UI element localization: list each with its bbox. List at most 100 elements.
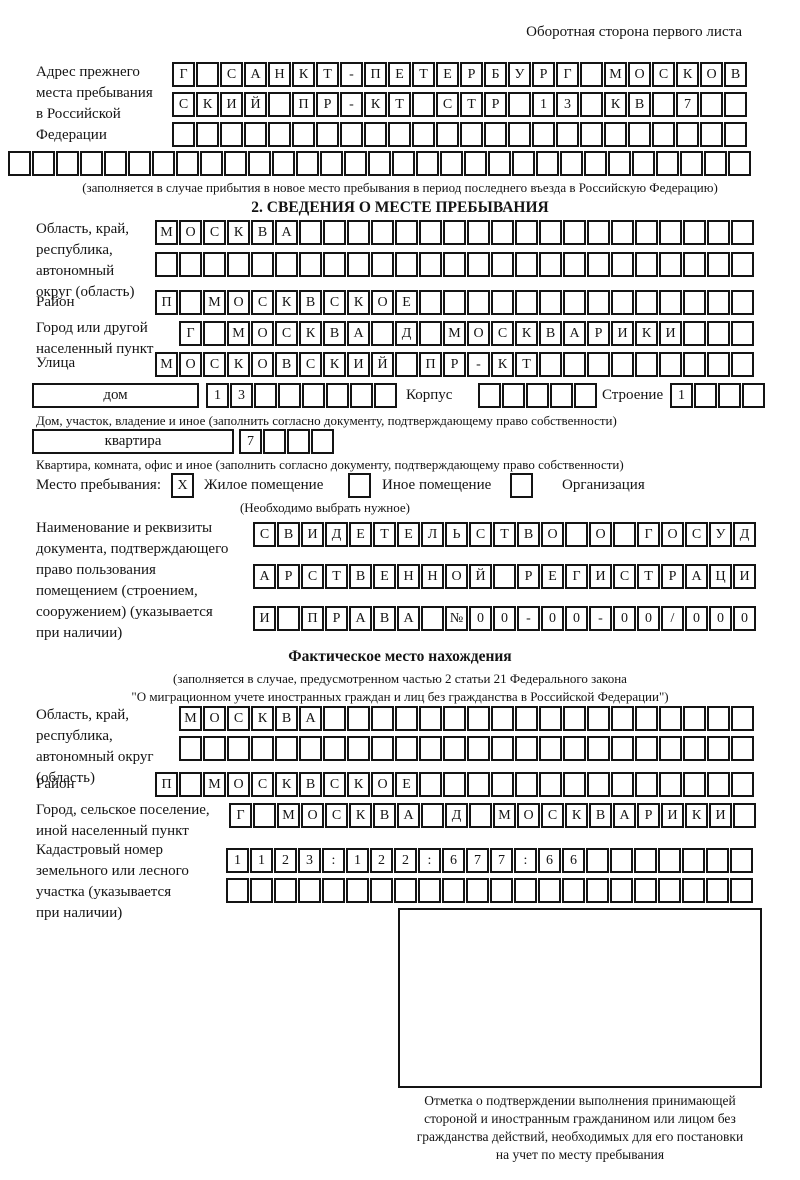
char-box: [706, 848, 729, 873]
char-box: [610, 848, 633, 873]
apartment-note: Квартира, комната, офис и иное (заполнит…: [36, 457, 624, 472]
char-box: [467, 252, 490, 277]
char-box: И: [709, 803, 732, 828]
char-box: -: [467, 352, 490, 377]
char-box: [563, 290, 586, 315]
char-box: [580, 122, 603, 147]
char-box: [179, 772, 202, 797]
apartment-number-row: 7: [239, 429, 335, 454]
char-box: 3: [230, 383, 253, 408]
region2-row-2: [179, 736, 755, 761]
char-box: [347, 736, 370, 761]
char-box: [32, 151, 55, 176]
char-box: [278, 383, 301, 408]
char-box: И: [611, 321, 634, 346]
char-box: Т: [637, 564, 660, 589]
char-box: [155, 252, 178, 277]
char-box: Ц: [709, 564, 732, 589]
char-box: [718, 383, 741, 408]
char-box: [587, 252, 610, 277]
char-box: С: [203, 220, 226, 245]
char-box: [587, 352, 610, 377]
char-box: Д: [445, 803, 468, 828]
char-box: [683, 290, 706, 315]
char-box: О: [251, 352, 274, 377]
char-box: В: [275, 352, 298, 377]
char-box: О: [467, 321, 490, 346]
char-box: [443, 772, 466, 797]
char-box: Е: [388, 62, 411, 87]
char-box: Р: [316, 92, 339, 117]
char-box: К: [275, 772, 298, 797]
char-box: [253, 803, 276, 828]
char-box: [700, 92, 723, 117]
char-box: [634, 878, 657, 903]
char-box: [611, 706, 634, 731]
char-box: Р: [637, 803, 660, 828]
char-box: [632, 151, 655, 176]
char-box: С: [541, 803, 564, 828]
street-label: Улица: [36, 355, 76, 371]
char-box: [443, 706, 466, 731]
char-box: [254, 383, 277, 408]
char-box: [220, 122, 243, 147]
char-box: [682, 848, 705, 873]
char-box: [299, 736, 322, 761]
char-box: Т: [515, 352, 538, 377]
char-box: [203, 321, 226, 346]
char-box: [550, 383, 573, 408]
char-box: Р: [443, 352, 466, 377]
prev-address-row-3: [172, 122, 748, 147]
char-box: [508, 122, 531, 147]
char-box: Р: [460, 62, 483, 87]
char-box: [659, 252, 682, 277]
char-box: К: [299, 321, 322, 346]
char-box: [274, 878, 297, 903]
char-box: [707, 772, 730, 797]
char-box: Ь: [445, 522, 468, 547]
char-box: 6: [442, 848, 465, 873]
char-box: О: [179, 220, 202, 245]
actual-location-title: Фактическое место нахождения: [288, 648, 512, 665]
char-box: [80, 151, 103, 176]
char-box: [584, 151, 607, 176]
char-box: К: [676, 62, 699, 87]
char-box: [659, 772, 682, 797]
char-box: О: [227, 772, 250, 797]
char-box: О: [628, 62, 651, 87]
char-box: Н: [421, 564, 444, 589]
apartment-type-box: квартира: [32, 429, 234, 454]
char-box: У: [508, 62, 531, 87]
char-box: К: [364, 92, 387, 117]
char-box: -: [517, 606, 540, 631]
char-box: [347, 706, 370, 731]
char-box: К: [685, 803, 708, 828]
char-box: [371, 736, 394, 761]
char-box: [371, 252, 394, 277]
char-box: [563, 252, 586, 277]
char-box: [478, 383, 501, 408]
char-box: С: [469, 522, 492, 547]
char-box: [491, 736, 514, 761]
char-box: [728, 151, 751, 176]
char-box: К: [604, 92, 627, 117]
document-label: Наименование и реквизиты документа, подт…: [36, 520, 229, 641]
char-box: [244, 122, 267, 147]
char-box: Г: [637, 522, 660, 547]
char-box: 1: [250, 848, 273, 873]
region-label: Область, край, республика, автономный ок…: [36, 221, 135, 300]
char-box: [467, 220, 490, 245]
char-box: [731, 772, 754, 797]
char-box: [493, 564, 516, 589]
char-box: С: [323, 772, 346, 797]
char-box: Е: [397, 522, 420, 547]
char-box: С: [299, 352, 322, 377]
char-box: [502, 383, 525, 408]
char-box: С: [227, 706, 250, 731]
char-box: 0: [685, 606, 708, 631]
